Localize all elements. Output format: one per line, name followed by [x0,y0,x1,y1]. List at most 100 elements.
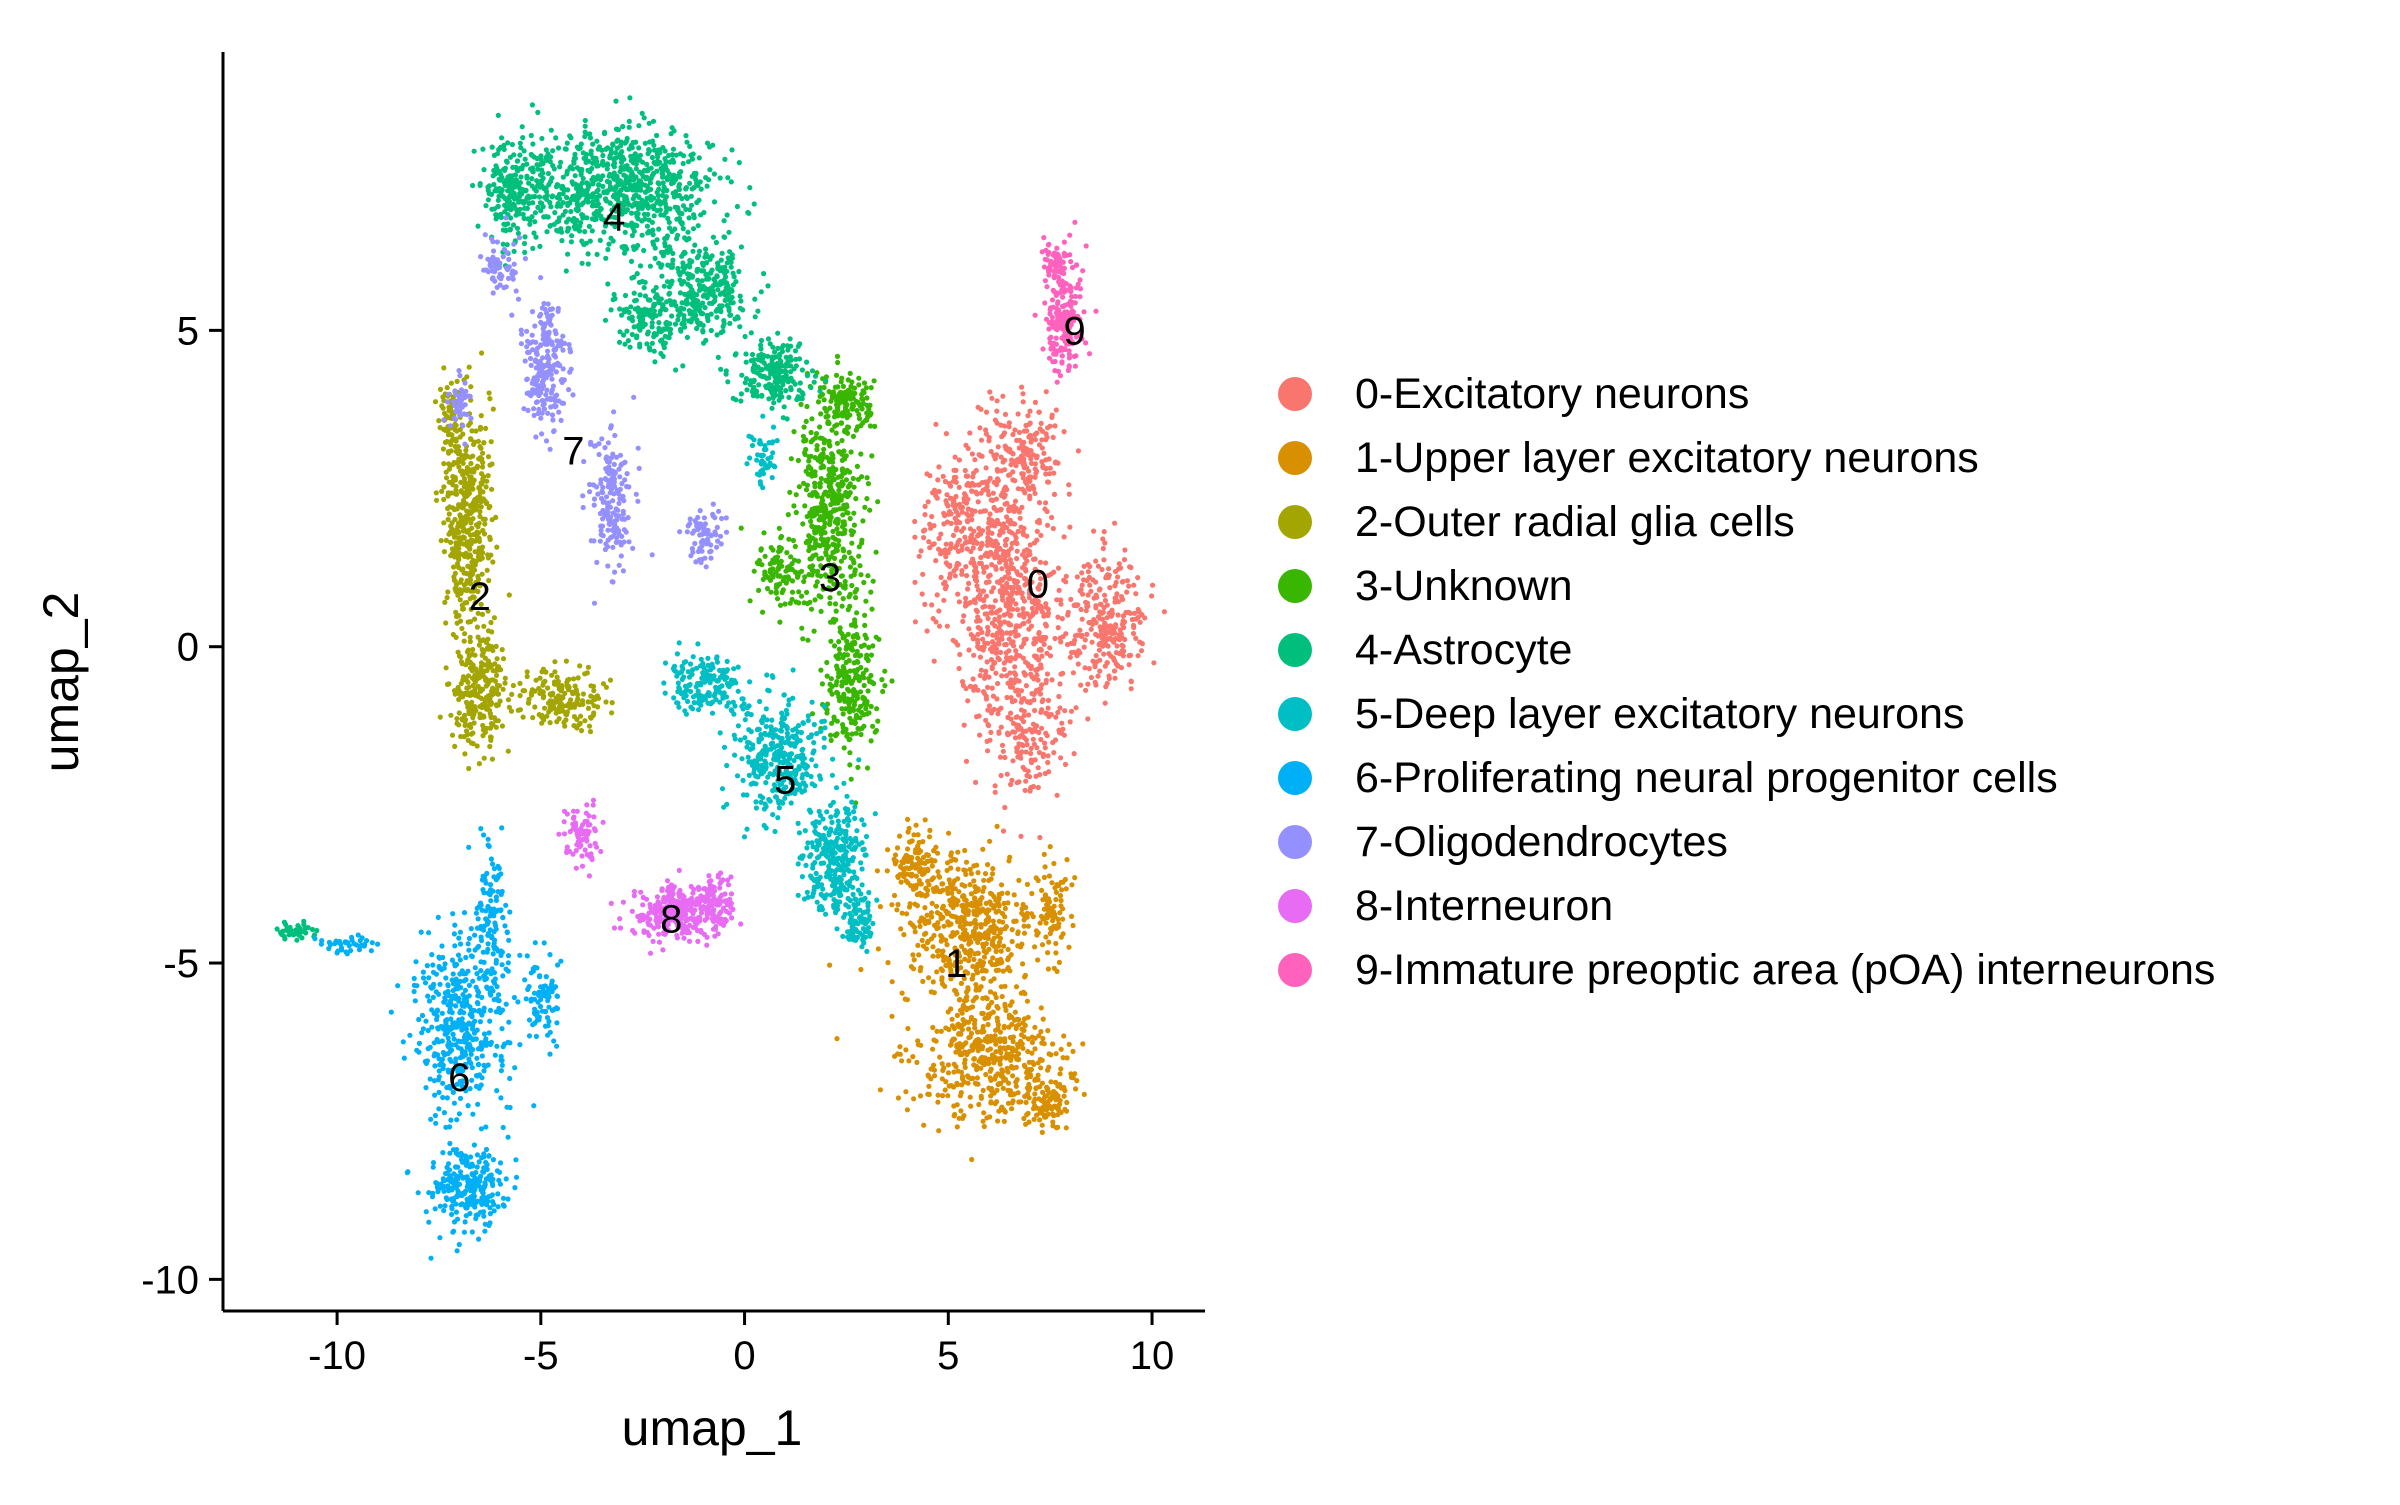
cell-point [1064,1100,1069,1105]
cell-point [851,434,856,439]
cell-point [834,526,839,531]
cell-point [1032,432,1037,437]
cell-point [1047,873,1052,878]
cell-point [960,619,965,624]
cell-point [849,405,854,410]
cell-point [875,868,880,873]
cell-point [1006,507,1011,512]
cell-point [851,558,856,563]
cell-point [1048,931,1053,936]
cell-point [913,929,918,934]
cell-point [1034,723,1039,728]
cell-point [1139,648,1144,653]
cluster-0-points [912,385,1167,841]
cell-point [1005,1069,1010,1074]
cell-point [945,860,950,865]
cell-point [1045,711,1050,716]
cell-point [949,1042,954,1047]
cell-point [936,464,941,469]
cell-point [842,699,847,704]
cell-point [1002,667,1007,672]
cell-point [1011,1039,1016,1044]
cell-point [1046,753,1051,758]
cell-point [949,850,954,855]
cell-point [951,1069,956,1074]
cell-point [997,614,1002,619]
cell-point [1058,1066,1063,1071]
cell-point [920,938,925,943]
cell-point [993,1049,998,1054]
cell-point [1019,385,1024,390]
cell-point [763,554,768,559]
cell-point [965,474,970,479]
cell-point [919,881,924,886]
cell-point [1026,769,1031,774]
cell-point [972,457,977,462]
cell-point [898,864,903,869]
cell-point [1048,844,1053,849]
cell-point [1037,442,1042,447]
cell-point [922,861,927,866]
cell-point [1013,580,1018,585]
cell-point [525,669,530,674]
cell-point [470,509,475,514]
cell-point [1107,585,1112,590]
cell-point [986,675,991,680]
cell-point [1031,737,1036,742]
cell-point [569,233,574,238]
cell-point [985,611,990,616]
cell-point [812,545,817,550]
cell-point [482,521,487,526]
cell-point [925,892,930,897]
cell-point [955,850,960,855]
cell-point [1048,1097,1053,1102]
cell-point [1082,645,1087,650]
cell-point [835,548,840,553]
cell-point [1054,1051,1059,1056]
cell-point [857,653,862,658]
cell-point [1038,1029,1043,1034]
cell-point [868,590,873,595]
cell-point [945,624,950,629]
cell-point [441,446,446,451]
cell-point [869,679,874,684]
cell-point [987,604,992,609]
cell-point [995,398,1000,403]
cell-point [921,944,926,949]
cell-point [987,1114,992,1119]
cell-point [1142,615,1147,620]
cell-point [824,660,829,665]
cell-point [489,487,494,492]
cell-point [1070,923,1075,928]
cell-point [1006,858,1011,863]
cell-point [878,904,883,909]
cell-point [552,659,557,664]
cell-point [826,473,831,478]
cell-point [935,910,940,915]
cell-point [725,212,730,217]
cell-point [975,632,980,637]
cell-point [797,484,802,489]
cell-point [1054,407,1059,412]
cell-point [467,711,472,716]
cell-point [491,668,496,673]
cell-point [935,496,940,501]
cell-point [1022,931,1027,936]
cell-point [1043,864,1048,869]
cell-point [979,1029,984,1034]
cell-point [1043,471,1048,476]
cell-point [904,865,909,870]
cell-point [1014,902,1019,907]
cell-point [806,533,811,538]
cell-point [940,1093,945,1098]
cell-point [464,686,469,691]
cell-point [1064,1125,1069,1130]
cell-point [468,639,473,644]
cell-point [1013,499,1018,504]
cell-point [847,604,852,609]
cell-point [966,481,971,486]
cell-point [834,373,839,378]
cell-point [844,639,849,644]
cell-point [853,595,858,600]
cell-point [565,709,570,714]
